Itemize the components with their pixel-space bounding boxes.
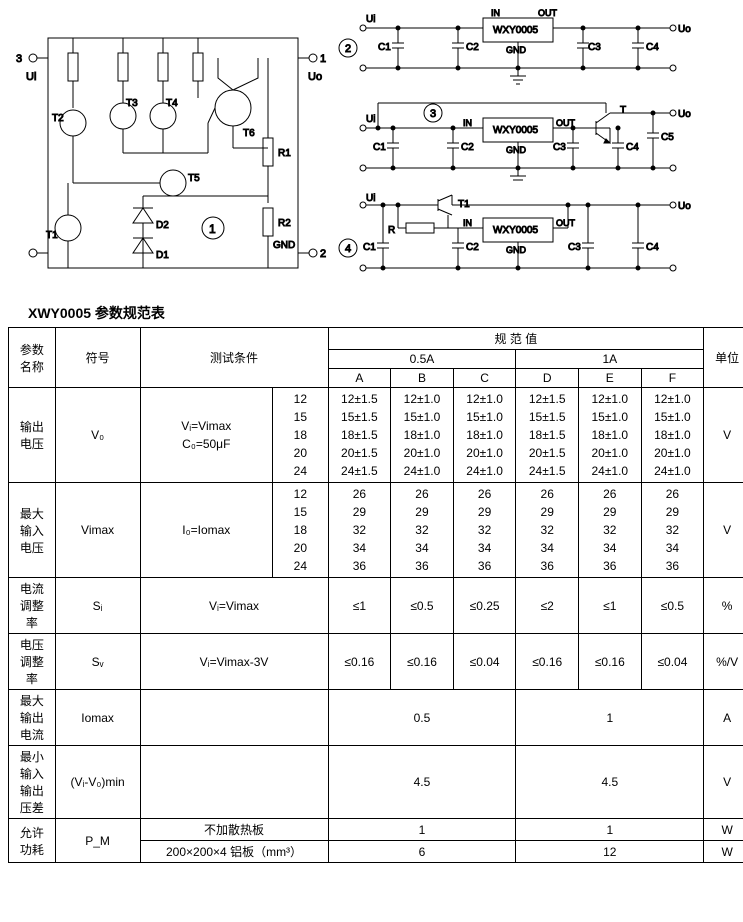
svg-text:C4: C4	[646, 242, 659, 253]
term2: 2	[320, 248, 326, 260]
svg-text:C2: C2	[461, 142, 474, 153]
svg-text:Uo: Uo	[678, 24, 691, 35]
hdr-test: 测试条件	[140, 328, 328, 388]
hdr-param: 参数名称	[9, 328, 56, 388]
svg-text:T6: T6	[243, 128, 255, 139]
svg-text:T: T	[620, 105, 626, 116]
app-circuits-column: Ui IN OUT WXY0005 GND Uo C1	[338, 8, 698, 293]
svg-text:C1: C1	[373, 142, 386, 153]
svg-text:IN: IN	[491, 8, 500, 18]
svg-text:C1: C1	[378, 42, 391, 53]
svg-text:C2: C2	[466, 42, 479, 53]
svg-text:C1: C1	[363, 242, 376, 253]
svg-text:C3: C3	[568, 242, 581, 253]
hdr-unit: 单位	[704, 328, 743, 388]
svg-text:Ui: Ui	[366, 14, 375, 25]
svg-text:Ui: Ui	[366, 114, 375, 125]
badge-1: 1	[209, 222, 216, 236]
row-dropout: 最小输入输出压差 (Vᵢ-V₀)min 4.5 4.5 V	[9, 746, 743, 819]
svg-text:Uo: Uo	[678, 201, 691, 212]
svg-text:Ui: Ui	[366, 193, 375, 204]
uo-label: Uo	[308, 71, 322, 83]
badge-2: 2	[345, 43, 351, 55]
circuit-4: Ui T1 Uo R IN OUT WXY0005 GND	[338, 193, 698, 293]
svg-text:OUT: OUT	[556, 218, 576, 228]
svg-text:GND: GND	[506, 145, 527, 155]
svg-text:C3: C3	[588, 42, 601, 53]
row-output-voltage: 输出电压 V₀ Vᵢ=Vimax C₀=50μF 12 15 18 20 24 …	[9, 388, 743, 483]
svg-text:IN: IN	[463, 218, 472, 228]
svg-text:Uo: Uo	[678, 109, 691, 120]
circuit-2: Ui IN OUT WXY0005 GND Uo C1	[338, 8, 698, 93]
svg-text:R2: R2	[278, 218, 291, 229]
row-iomax: 最大输出电流 Iomax 0.5 1 A	[9, 690, 743, 746]
row-max-input-voltage: 最大输入电压 Vimax I₀=Iomax 12 15 18 20 24 262…	[9, 483, 743, 578]
svg-text:T5: T5	[188, 173, 200, 184]
hdr-symbol: 符号	[55, 328, 140, 388]
ui-label: Ui	[26, 71, 36, 83]
svg-text:WXY0005: WXY0005	[493, 25, 538, 36]
circuit-3: Ui IN OUT WXY0005 GND T Uo	[338, 93, 698, 193]
svg-text:C2: C2	[466, 242, 479, 253]
svg-text:C3: C3	[553, 142, 566, 153]
svg-text:OUT: OUT	[538, 8, 558, 18]
svg-text:D2: D2	[156, 220, 169, 231]
row-pd-1: 允许功耗 P_M 不加散热板 1 1 W	[9, 819, 743, 841]
row-voltage-reg: 电压调整率 Sᵥ Vᵢ=Vimax-3V ≤0.16 ≤0.16 ≤0.04 ≤…	[9, 634, 743, 690]
ov-voltcol: 12 15 18 20 24	[273, 388, 328, 483]
hdr-spec: 规 范 值	[328, 328, 704, 350]
svg-text:GND: GND	[506, 245, 527, 255]
svg-text:T1: T1	[46, 230, 58, 241]
svg-text:R1: R1	[278, 148, 291, 159]
spec-table: 参数名称 符号 测试条件 规 范 值 单位 0.5A 1A A B C D E …	[8, 327, 743, 863]
svg-text:C4: C4	[646, 42, 659, 53]
svg-text:C5: C5	[661, 132, 674, 143]
circuit-1: 3 Ui 1 Uo 2 GND T2 T3 T4	[8, 8, 328, 293]
svg-text:GND: GND	[506, 45, 527, 55]
gnd-label: GND	[273, 240, 295, 251]
svg-text:IN: IN	[463, 118, 472, 128]
circuits-section: 3 Ui 1 Uo 2 GND T2 T3 T4	[8, 8, 743, 293]
svg-text:C4: C4	[626, 142, 639, 153]
svg-text:T3: T3	[126, 98, 138, 109]
badge-3: 3	[430, 108, 436, 120]
svg-text:T2: T2	[52, 113, 64, 124]
svg-text:WXY0005: WXY0005	[493, 125, 538, 136]
spec-title: XWY0005 参数规范表	[28, 303, 743, 323]
svg-text:D1: D1	[156, 250, 169, 261]
row-current-reg: 电流调整率 Sᵢ Vᵢ=Vimax ≤1 ≤0.5 ≤0.25 ≤2 ≤1 ≤0…	[9, 578, 743, 634]
svg-text:R: R	[388, 225, 395, 236]
term3: 3	[16, 53, 22, 65]
svg-text:WXY0005: WXY0005	[493, 225, 538, 236]
badge-4: 4	[345, 243, 351, 255]
svg-text:T4: T4	[166, 98, 178, 109]
term1: 1	[320, 53, 326, 65]
